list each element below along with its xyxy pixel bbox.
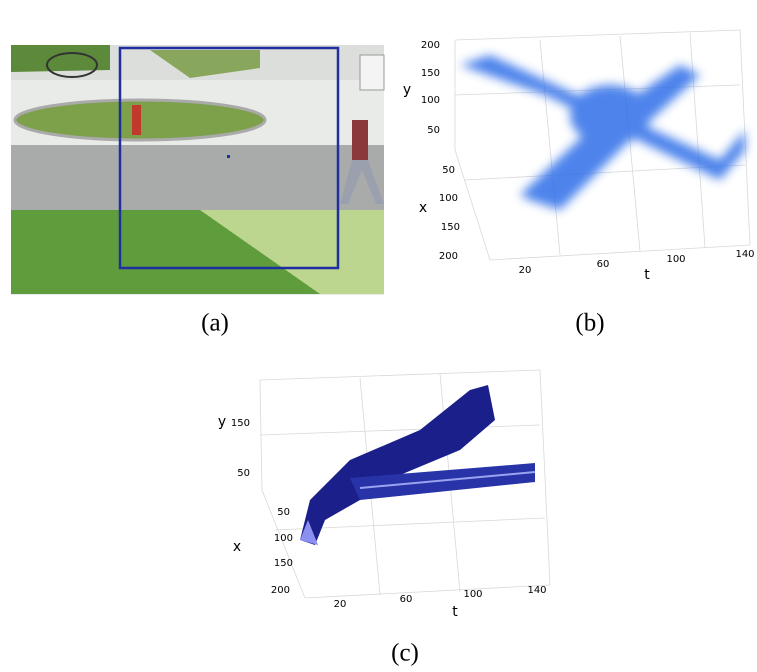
tick-label: 140 xyxy=(527,585,546,596)
tick-label: 100 xyxy=(463,589,482,600)
axis-label: x xyxy=(419,200,427,216)
tick-label: 200 xyxy=(439,251,458,262)
tick-label: 140 xyxy=(735,249,754,260)
tick-label: 60 xyxy=(597,259,610,270)
tick-label: 20 xyxy=(519,265,532,276)
axis-label: y xyxy=(218,414,226,430)
axis-label: t xyxy=(452,604,458,620)
tick-label: 100 xyxy=(274,533,293,544)
tick-label: 50 xyxy=(277,507,290,518)
tick-label: 50 xyxy=(237,468,250,479)
axis-label: t xyxy=(644,267,650,283)
tick-label: 50 xyxy=(442,165,455,176)
tick-label: 100 xyxy=(666,254,685,265)
axis-label: x xyxy=(233,539,241,555)
caption: (b) xyxy=(575,310,604,337)
tick-label: 150 xyxy=(231,418,250,429)
caption: (a) xyxy=(201,310,229,337)
plot-c-surface xyxy=(300,385,536,545)
tick-label: 200 xyxy=(421,40,440,51)
tick-label: 100 xyxy=(421,95,440,106)
tick-label: 50 xyxy=(427,125,440,136)
axis-label: y xyxy=(403,82,411,98)
tick-label: 150 xyxy=(441,222,460,233)
tick-label: 150 xyxy=(421,68,440,79)
tick-label: 200 xyxy=(271,585,290,596)
photo xyxy=(11,45,385,295)
caption: (c) xyxy=(391,640,419,667)
tick-label: 150 xyxy=(274,558,293,569)
tick-label: 100 xyxy=(439,193,458,204)
tick-label: 20 xyxy=(334,599,347,610)
plot-b-volume xyxy=(460,55,745,210)
tick-label: 60 xyxy=(400,594,413,605)
